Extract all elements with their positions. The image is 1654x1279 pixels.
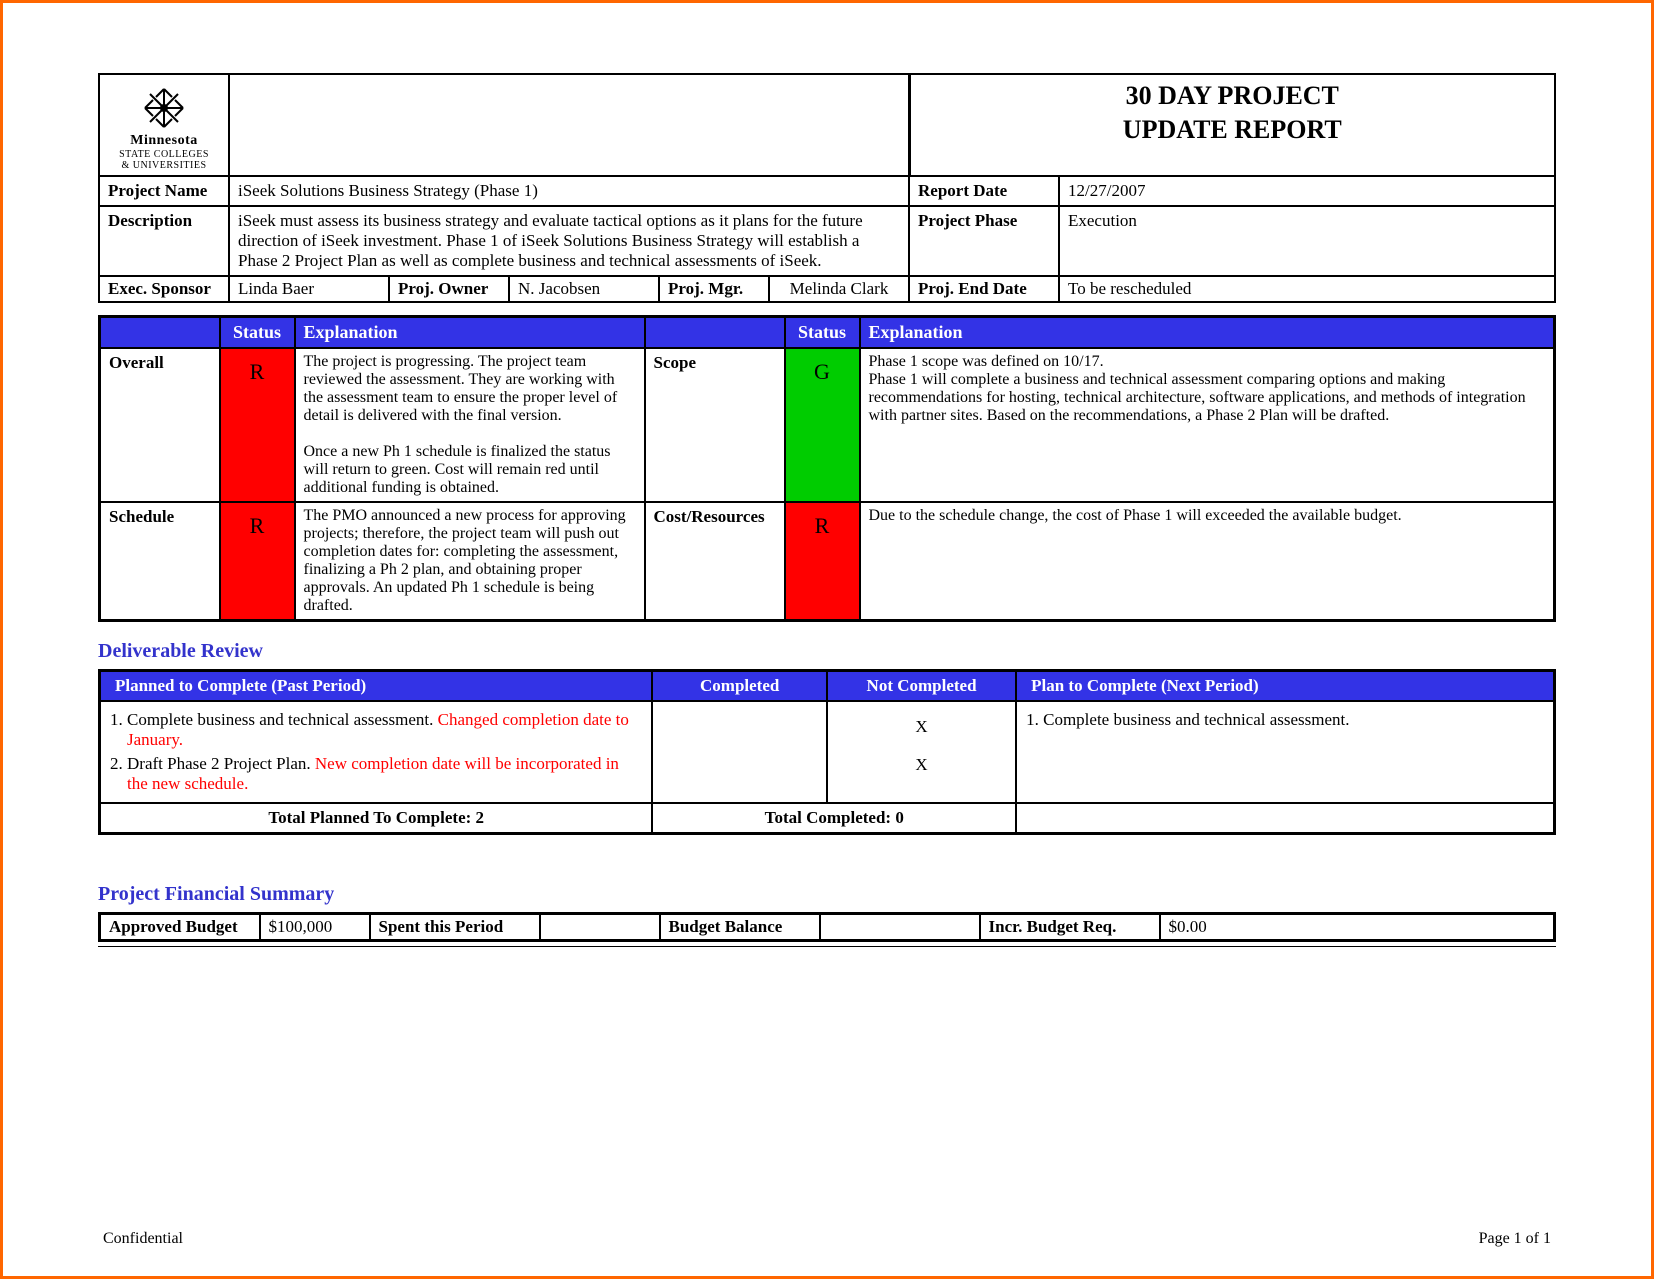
report-date-label: Report Date — [909, 176, 1059, 206]
exec-sponsor-label: Exec. Sponsor — [99, 276, 229, 302]
next-item: Complete business and technical assessme… — [1043, 710, 1545, 730]
report-date-value: 12/27/2007 — [1059, 176, 1555, 206]
status-left-label: Overall — [100, 348, 220, 502]
total-blank-cell — [1016, 803, 1554, 834]
not-completed-mark: X — [836, 755, 1007, 775]
proj-mgr-label: Proj. Mgr. — [659, 276, 769, 302]
incr-label: Incr. Budget Req. — [980, 914, 1160, 941]
project-name-label: Project Name — [99, 176, 229, 206]
incr-value: $0.00 — [1160, 914, 1555, 941]
status-right-label: Cost/Resources — [645, 502, 785, 621]
deliverable-table: Planned to Complete (Past Period) Comple… — [98, 669, 1556, 835]
logo-text-line1: Minnesota — [108, 133, 220, 149]
planned-list: Complete business and technical assessme… — [127, 710, 643, 794]
financial-table: Approved Budget $100,000 Spent this Peri… — [98, 912, 1556, 942]
status-table: Status Explanation Status Explanation Ov… — [98, 315, 1556, 622]
financial-section-title: Project Financial Summary — [98, 883, 1556, 906]
description-label: Description — [99, 206, 229, 276]
status-header-explanation-left: Explanation — [295, 317, 645, 349]
balance-value — [820, 914, 980, 941]
status-left-badge: R — [220, 348, 295, 502]
exec-sponsor-value: Linda Baer — [229, 276, 389, 302]
deliv-not-completed-cell: XX — [827, 701, 1016, 803]
total-planned-cell: Total Planned To Complete: 2 — [100, 803, 653, 834]
footer-left: Confidential — [103, 1230, 183, 1248]
logo-cell: Minnesota STATE COLLEGES & UNIVERSITIES — [99, 74, 229, 176]
status-header-status-left: Status — [220, 317, 295, 349]
proj-end-date-value: To be rescheduled — [1059, 276, 1555, 302]
status-right-badge: R — [785, 502, 860, 621]
title-line2: UPDATE REPORT — [919, 113, 1547, 147]
project-phase-value: Execution — [1059, 206, 1555, 276]
status-right-explanation: Due to the schedule change, the cost of … — [860, 502, 1555, 621]
deliv-col-completed: Completed — [652, 671, 827, 702]
approved-budget-value: $100,000 — [260, 914, 370, 941]
status-header-blank-left — [100, 317, 220, 349]
description-value: iSeek must assess its business strategy … — [229, 206, 909, 276]
deliv-completed-cell — [652, 701, 827, 803]
page-content: Minnesota STATE COLLEGES & UNIVERSITIES … — [98, 73, 1556, 947]
proj-owner-value: N. Jacobsen — [509, 276, 659, 302]
status-left-badge: R — [220, 502, 295, 621]
status-left-label: Schedule — [100, 502, 220, 621]
status-right-explanation: Phase 1 scope was defined on 10/17. Phas… — [860, 348, 1555, 502]
spent-label: Spent this Period — [370, 914, 540, 941]
next-list: Complete business and technical assessme… — [1043, 710, 1545, 730]
approved-budget-label: Approved Budget — [100, 914, 260, 941]
status-left-explanation: The PMO announced a new process for appr… — [295, 502, 645, 621]
deliv-col-plan-next: Plan to Complete (Next Period) — [1016, 671, 1554, 702]
project-phase-label: Project Phase — [909, 206, 1059, 276]
header-info-table: Minnesota STATE COLLEGES & UNIVERSITIES … — [98, 73, 1556, 303]
page-footer: Confidential Page 1 of 1 — [103, 1230, 1551, 1248]
logo-text-line2: STATE COLLEGES — [108, 149, 220, 160]
proj-end-date-label: Proj. End Date — [909, 276, 1059, 302]
spent-value — [540, 914, 660, 941]
footer-rule — [98, 946, 1556, 947]
project-name-value: iSeek Solutions Business Strategy (Phase… — [229, 176, 909, 206]
starburst-icon — [141, 85, 187, 131]
status-right-badge: G — [785, 348, 860, 502]
proj-mgr-value: Melinda Clark — [769, 276, 909, 302]
proj-owner-label: Proj. Owner — [389, 276, 509, 302]
title-line1: 30 DAY PROJECT — [919, 79, 1547, 113]
status-right-label: Scope — [645, 348, 785, 502]
deliv-planned-cell: Complete business and technical assessme… — [100, 701, 653, 803]
header-spacer — [229, 74, 909, 176]
planned-item: Draft Phase 2 Project Plan. New completi… — [127, 754, 643, 794]
deliv-col-planned: Planned to Complete (Past Period) — [100, 671, 653, 702]
not-completed-mark: X — [836, 717, 1007, 737]
footer-right: Page 1 of 1 — [1479, 1230, 1551, 1248]
status-header-status-right: Status — [785, 317, 860, 349]
logo-text-line3: & UNIVERSITIES — [108, 160, 220, 171]
status-header-blank-right — [645, 317, 785, 349]
deliverable-section-title: Deliverable Review — [98, 640, 1556, 663]
total-completed-cell: Total Completed: 0 — [652, 803, 1016, 834]
deliv-next-cell: Complete business and technical assessme… — [1016, 701, 1554, 803]
report-title-cell: 30 DAY PROJECT UPDATE REPORT — [909, 74, 1555, 176]
planned-item: Complete business and technical assessme… — [127, 710, 643, 750]
page-frame: Minnesota STATE COLLEGES & UNIVERSITIES … — [0, 0, 1654, 1279]
deliv-col-not-completed: Not Completed — [827, 671, 1016, 702]
status-header-explanation-right: Explanation — [860, 317, 1555, 349]
balance-label: Budget Balance — [660, 914, 820, 941]
status-left-explanation: The project is progressing. The project … — [295, 348, 645, 502]
